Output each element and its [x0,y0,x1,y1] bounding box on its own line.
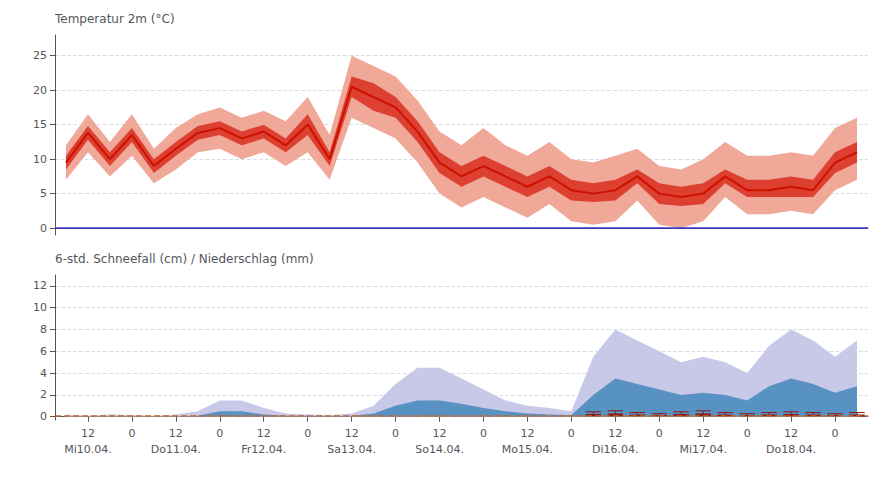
svg-text:2: 2 [40,388,47,401]
svg-text:Mi17.04.: Mi17.04. [679,443,727,456]
svg-text:So14.04.: So14.04. [415,443,464,456]
svg-text:Sa13.04.: Sa13.04. [327,443,376,456]
svg-text:12: 12 [257,427,271,440]
svg-text:6-std. Schneefall (cm) / Niede: 6-std. Schneefall (cm) / Niederschlag (m… [55,252,314,266]
svg-text:Di16.04.: Di16.04. [592,443,639,456]
svg-text:20: 20 [33,84,47,97]
svg-text:12: 12 [169,427,183,440]
svg-text:Mo15.04.: Mo15.04. [502,443,553,456]
svg-text:12: 12 [81,427,95,440]
svg-text:Do11.04.: Do11.04. [151,443,201,456]
svg-text:0: 0 [128,427,135,440]
svg-text:0: 0 [304,427,311,440]
svg-text:0: 0 [744,427,751,440]
svg-text:5: 5 [40,187,47,200]
svg-text:Fr12.04.: Fr12.04. [241,443,286,456]
svg-text:0: 0 [568,427,575,440]
svg-text:Temperatur 2m (°C): Temperatur 2m (°C) [54,12,175,26]
svg-text:0: 0 [656,427,663,440]
svg-text:6: 6 [40,345,47,358]
svg-text:12: 12 [608,427,622,440]
svg-text:25: 25 [33,49,47,62]
svg-text:0: 0 [216,427,223,440]
svg-text:12: 12 [345,427,359,440]
svg-text:12: 12 [696,427,710,440]
svg-text:12: 12 [784,427,798,440]
svg-text:Do18.04.: Do18.04. [766,443,816,456]
svg-text:10: 10 [33,153,47,166]
svg-text:12: 12 [433,427,447,440]
svg-text:10: 10 [33,301,47,314]
svg-text:0: 0 [480,427,487,440]
svg-text:4: 4 [40,367,47,380]
svg-text:Mi10.04.: Mi10.04. [64,443,112,456]
svg-text:12: 12 [520,427,534,440]
svg-text:0: 0 [392,427,399,440]
svg-text:12: 12 [33,279,47,292]
svg-text:0: 0 [832,427,839,440]
svg-text:0: 0 [40,410,47,423]
svg-text:15: 15 [33,118,47,131]
svg-text:8: 8 [40,323,47,336]
svg-text:0: 0 [40,222,47,235]
